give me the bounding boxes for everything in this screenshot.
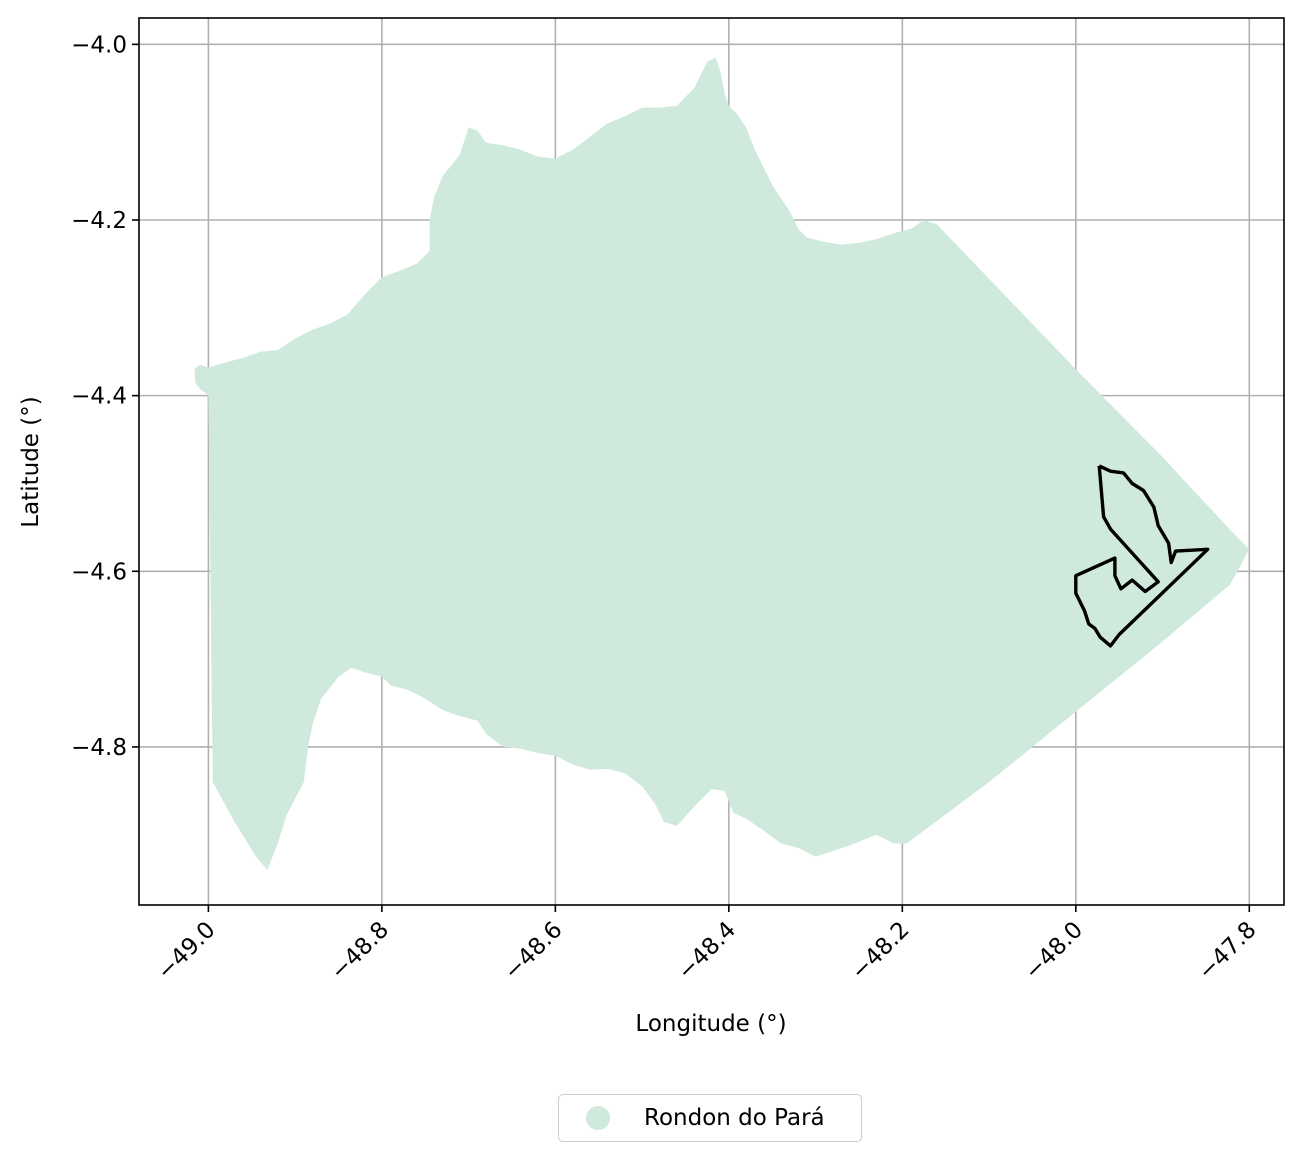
x-tick-label: −48.4 [673, 917, 741, 985]
y-tick-label: −4.8 [71, 735, 127, 761]
y-tick-label: −4.4 [71, 384, 127, 410]
x-tick-label: −47.8 [1193, 917, 1261, 985]
legend-marker-icon [586, 1106, 610, 1130]
region-polygon [194, 57, 1250, 870]
legend-label: Rondon do Pará [644, 1105, 825, 1131]
y-tick-label: −4.0 [71, 32, 127, 58]
x-tick-label: −49.0 [152, 917, 220, 985]
x-tick-label: −48.0 [1020, 917, 1088, 985]
x-tick-label: −48.6 [499, 917, 567, 985]
y-tick-label: −4.6 [71, 559, 127, 585]
y-ticks: −4.0 −4.2 −4.4 −4.6 −4.8 [71, 32, 139, 761]
outline-polyline [1074, 464, 1210, 648]
regions-layer [194, 57, 1250, 870]
y-axis-label: Latitude (°) [18, 396, 44, 527]
plot-frame [138, 17, 1285, 906]
x-axis-label: Longitude (°) [635, 1011, 786, 1037]
legend: Rondon do Pará [558, 1094, 862, 1142]
x-tick-label: −48.2 [846, 917, 914, 985]
x-tick-label: −48.8 [326, 917, 394, 985]
x-ticks: −49.0 −48.8 −48.6 −48.4 −48.2 −48.0 −47.8 [152, 905, 1262, 985]
y-tick-label: −4.2 [71, 208, 127, 234]
outlines-layer [1074, 464, 1210, 648]
